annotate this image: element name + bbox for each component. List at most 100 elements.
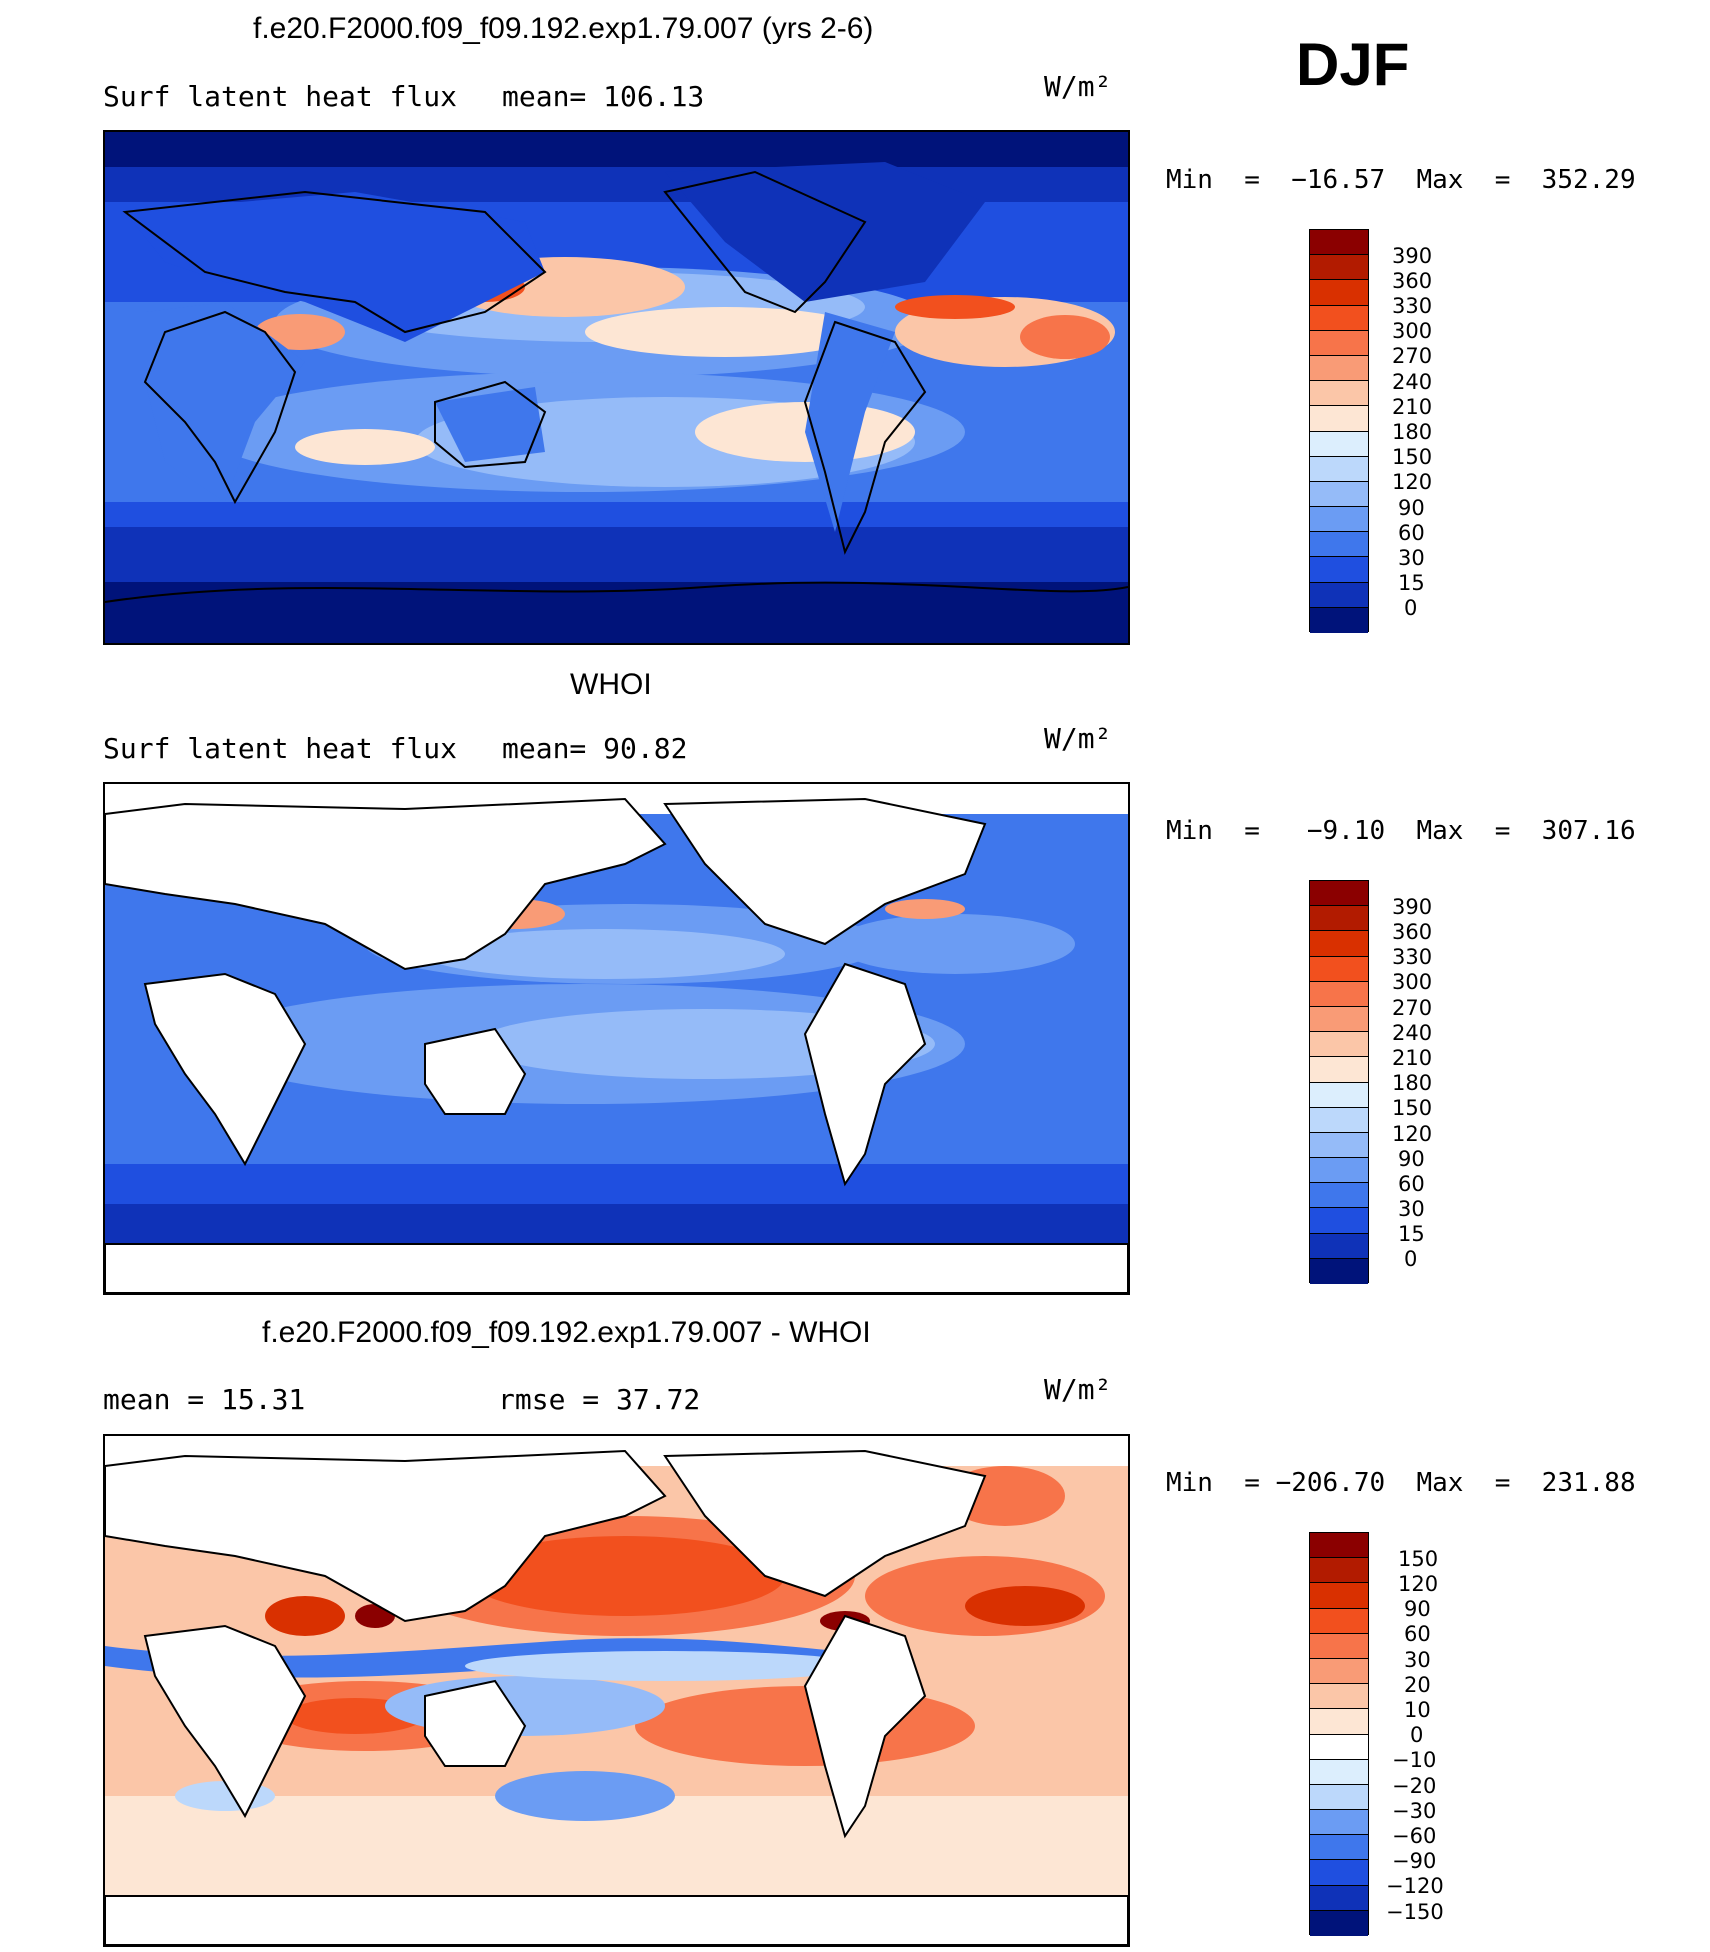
panel1-colorbar-label: 390 (1392, 244, 1433, 268)
panel3-colorbar-swatch (1310, 1734, 1368, 1760)
panel3-colorbar-label: −60 (1392, 1824, 1437, 1848)
panel2-colorbar-swatch (1310, 1183, 1368, 1209)
panel3-colorbar-label: 0 (1410, 1723, 1424, 1747)
panel1-colorbar-label: 330 (1392, 294, 1433, 318)
panel1-colorbar-label: 30 (1398, 546, 1425, 570)
panel1-colorbar-swatch (1310, 355, 1368, 382)
panel3-colorbar-swatch (1310, 1533, 1368, 1559)
panel2-map-field (105, 784, 1128, 1293)
panel2-colorbar-label: 390 (1392, 895, 1433, 919)
panel1-colorbar-label: 210 (1392, 395, 1433, 419)
panel3-colorbar-label: −120 (1386, 1874, 1444, 1898)
panel3-colorbar-swatch (1310, 1860, 1368, 1886)
panel2-minmax: Min = −9.10 Max = 307.16 (1166, 816, 1636, 846)
panel3-colorbar-swatch (1310, 1583, 1368, 1609)
panel3-colorbar-swatch (1310, 1910, 1368, 1936)
panel2-colorbar-swatch (1310, 1233, 1368, 1259)
panel1-colorbar-swatch (1310, 507, 1368, 533)
panel3-colorbar-swatch (1310, 1885, 1368, 1911)
panel2-colorbar (1309, 880, 1369, 1284)
panel3-colorbar-swatch (1310, 1784, 1368, 1811)
panel3-colorbar-label: 150 (1398, 1547, 1439, 1571)
panel1-colorbar-swatch (1310, 255, 1368, 281)
panel3-colorbar-swatch (1310, 1810, 1368, 1836)
panel1-units-label: W/m² (1044, 70, 1112, 103)
panel3-map (103, 1434, 1130, 1947)
panel3-map-field (105, 1436, 1128, 1945)
panel3-colorbar-label: −30 (1392, 1799, 1437, 1823)
panel3-colorbar-swatch (1310, 1558, 1368, 1584)
panel1-colorbar-label: 240 (1392, 370, 1433, 394)
panel3-minmax: Min = −206.70 Max = 231.88 (1166, 1468, 1636, 1498)
panel1-colorbar-swatch (1310, 406, 1368, 432)
panel2-colorbar-swatch (1310, 981, 1368, 1007)
panel2-colorbar-swatch (1310, 1132, 1368, 1159)
panel2-colorbar-swatch (1310, 1082, 1368, 1108)
panel3-colorbar-swatch (1310, 1658, 1368, 1685)
panel1-colorbar-label: 150 (1392, 445, 1433, 469)
panel2-colorbar-swatch (1310, 1258, 1368, 1284)
panel3-colorbar-label: 60 (1404, 1622, 1431, 1646)
panel3-colorbar-label: −20 (1392, 1774, 1437, 1798)
panel1-colorbar-swatch (1310, 305, 1368, 331)
panel3-title: f.e20.F2000.f09_f09.192.exp1.79.007 - WH… (262, 1316, 871, 1349)
panel3-colorbar-swatch (1310, 1709, 1368, 1735)
panel2-colorbar-label: 330 (1392, 945, 1433, 969)
panel2-colorbar-swatch (1310, 906, 1368, 932)
panel1-colorbar-label: 360 (1392, 269, 1433, 293)
panel1-colorbar-swatch (1310, 330, 1368, 356)
panel2-colorbar-label: 120 (1392, 1122, 1433, 1146)
panel3-colorbar-label: 120 (1398, 1572, 1439, 1596)
panel3-colorbar-label: 10 (1404, 1698, 1431, 1722)
panel1-variable-label: Surf latent heat flux (103, 80, 458, 113)
panel1-colorbar-label: 90 (1398, 496, 1425, 520)
panel1-colorbar-swatch (1310, 381, 1368, 407)
panel3-colorbar-label: −90 (1392, 1849, 1437, 1873)
panel3-colorbar (1309, 1532, 1369, 1936)
panel1-colorbar-swatch (1310, 280, 1368, 306)
panel2-colorbar-label: 180 (1392, 1071, 1433, 1095)
panel2-colorbar-swatch (1310, 1006, 1368, 1033)
panel1-colorbar-label: 60 (1398, 521, 1425, 545)
panel2-colorbar-swatch (1310, 1107, 1368, 1133)
panel3-colorbar-label: 20 (1404, 1673, 1431, 1697)
panel1-colorbar-label: 120 (1392, 470, 1433, 494)
panel2-colorbar-label: 240 (1392, 1021, 1433, 1045)
panel3-colorbar-label: −10 (1392, 1748, 1437, 1772)
panel1-colorbar-swatch (1310, 557, 1368, 583)
panel1-colorbar-swatch (1310, 607, 1368, 633)
panel3-colorbar-label: −150 (1386, 1900, 1444, 1924)
panel1-colorbar-swatch (1310, 230, 1368, 256)
panel2-colorbar-label: 60 (1398, 1172, 1425, 1196)
panel3-mean-label: mean = 15.31 (103, 1383, 306, 1416)
panel3-rmse-label: rmse = 37.72 (498, 1383, 701, 1416)
panel1-title: f.e20.F2000.f09_f09.192.exp1.79.007 (yrs… (253, 12, 874, 45)
panel2-colorbar-label: 270 (1392, 996, 1433, 1020)
panel1-colorbar-swatch (1310, 532, 1368, 558)
panel1-colorbar-label: 0 (1404, 596, 1418, 620)
panel1-map (103, 130, 1130, 645)
panel2-colorbar-swatch (1310, 1032, 1368, 1058)
panel2-colorbar-label: 0 (1404, 1247, 1418, 1271)
panel3-colorbar-swatch (1310, 1633, 1368, 1659)
panel3-colorbar-swatch (1310, 1608, 1368, 1634)
panel1-colorbar-label: 180 (1392, 420, 1433, 444)
panel1-colorbar-swatch (1310, 582, 1368, 608)
panel2-colorbar-label: 30 (1398, 1197, 1425, 1221)
panel2-variable-label: Surf latent heat flux (103, 732, 458, 765)
panel2-colorbar-label: 300 (1392, 970, 1433, 994)
panel2-colorbar-label: 210 (1392, 1046, 1433, 1070)
panel2-colorbar-swatch (1310, 956, 1368, 982)
panel1-colorbar-swatch (1310, 431, 1368, 457)
panel3-units-label: W/m² (1044, 1373, 1112, 1406)
panel2-colorbar-swatch (1310, 881, 1368, 907)
panel1-colorbar-label: 15 (1398, 571, 1425, 595)
panel2-colorbar-label: 150 (1392, 1096, 1433, 1120)
panel2-colorbar-label: 360 (1392, 920, 1433, 944)
panel1-colorbar-swatch (1310, 481, 1368, 508)
panel1-colorbar-label: 300 (1392, 319, 1433, 343)
panel2-colorbar-swatch (1310, 1208, 1368, 1234)
season-label: DJF (1296, 31, 1410, 98)
panel2-colorbar-swatch (1310, 1057, 1368, 1083)
panel1-colorbar-swatch (1310, 456, 1368, 482)
